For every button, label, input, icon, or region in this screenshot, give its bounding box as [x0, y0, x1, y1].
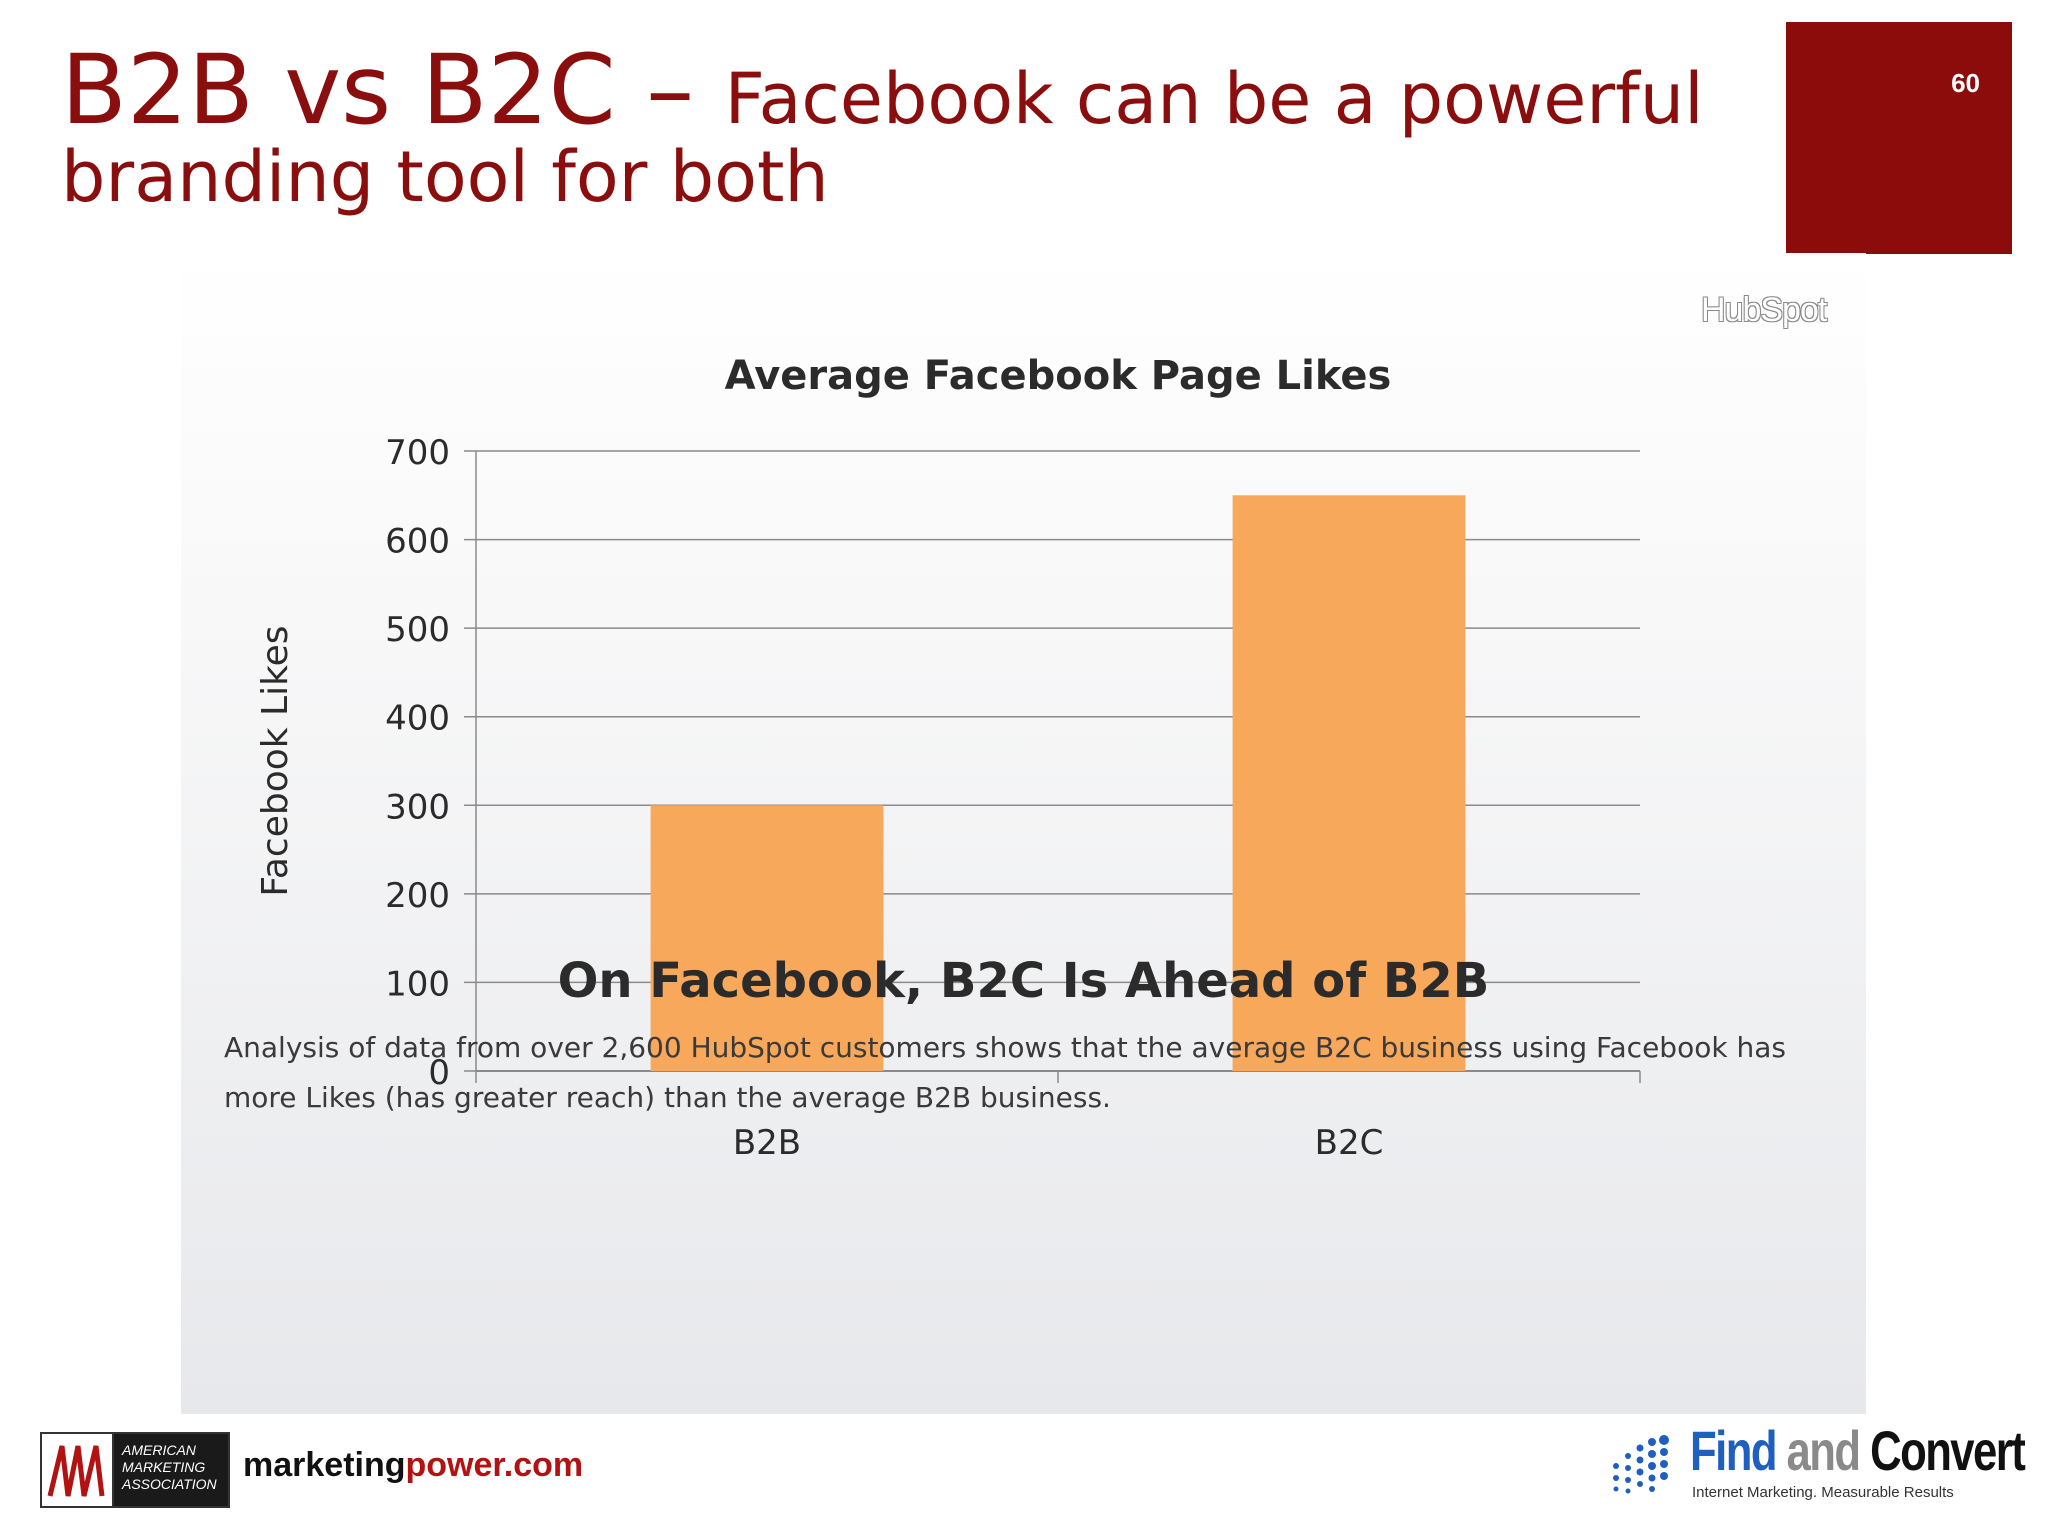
marketingpower-link[interactable]: marketingpower.com: [243, 1446, 584, 1484]
y-tick-label: 0: [428, 1053, 450, 1093]
y-tick-label: 700: [385, 433, 450, 473]
y-tick-label: 600: [385, 522, 450, 562]
page-number: 60: [1951, 68, 1980, 98]
slide-title-rest: Facebook can be a powerful branding tool…: [61, 58, 1704, 218]
hubspot-logo: HubSpot: [1701, 291, 1827, 329]
ama-logo: AMERICAN MARKETING ASSOCIATION: [40, 1432, 230, 1508]
y-axis-label: Facebook Likes: [255, 625, 296, 896]
y-tick-label: 100: [385, 964, 450, 1004]
dots-globe-icon: [1613, 1435, 1669, 1494]
page-number-box: 60: [1786, 22, 2012, 254]
y-tick-label: 300: [385, 787, 450, 827]
bar-chart: Average Facebook Page Likes 0 100 200 300 400…: [255, 353, 1641, 1163]
find-and-convert-wordmark: Find and Convert: [1690, 1419, 2026, 1482]
y-tick-label: 200: [385, 876, 450, 916]
ama-mark-icon: [42, 1434, 114, 1506]
bar-b2b: [650, 805, 884, 1071]
chart-description: Analysis of data from over 2,600 HubSpot…: [224, 1031, 1786, 1114]
find-and-convert-logo: Find and Convert Internet Marketing. Mea…: [1606, 1418, 2026, 1510]
ama-logo-text: AMERICAN MARKETING ASSOCIATION: [122, 1442, 217, 1492]
y-tick-label: 500: [385, 610, 450, 650]
slide-title-main: B2B vs B2C –: [61, 34, 725, 146]
bar-b2c: [1232, 495, 1466, 1071]
chart-title: Average Facebook Page Likes: [725, 353, 1392, 399]
find-and-convert-tagline: Internet Marketing. Measurable Results: [1692, 1484, 1954, 1501]
slide-title: B2B vs B2C – Facebook can be a powerful …: [61, 40, 1761, 214]
x-tick-label: B2B: [733, 1123, 801, 1163]
x-tick-label: B2C: [1315, 1123, 1384, 1163]
y-tick-label: 400: [385, 699, 450, 739]
chart-panel: HubSpot Average Facebook Page Likes 0 100 2…: [181, 253, 1866, 1414]
chart-subheading: On Facebook, B2C Is Ahead of B2B: [557, 953, 1490, 1009]
